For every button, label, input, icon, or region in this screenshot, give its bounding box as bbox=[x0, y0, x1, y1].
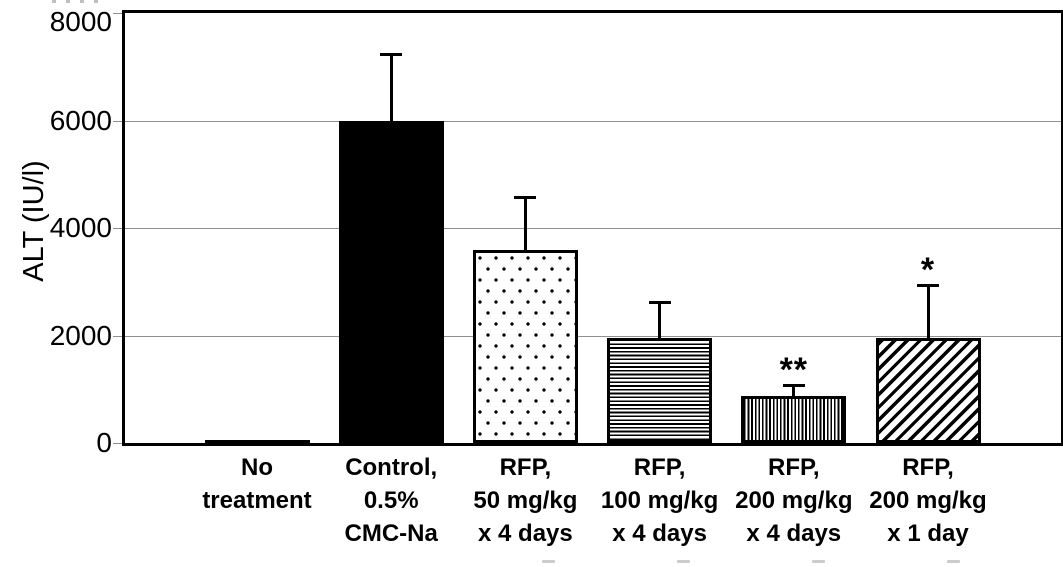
y-tick-mark-0 bbox=[113, 443, 122, 444]
error-bar-cap bbox=[380, 53, 403, 57]
gridline-6000 bbox=[125, 120, 1061, 122]
x-label-no-treatment: No treatment bbox=[202, 454, 312, 514]
x-label-rfp-200mgkg-4days: RFP, 200 mg/kg x 4 days bbox=[735, 454, 853, 547]
significance-marker-rfp-200mgkg-1day: * bbox=[920, 251, 936, 290]
error-bar-line bbox=[389, 53, 393, 122]
y-tick-mark-2000 bbox=[113, 335, 122, 337]
error-bar-line bbox=[523, 195, 527, 250]
error-bar-control-cmc-na bbox=[380, 53, 403, 122]
y-tick-label-6000: 6000 bbox=[49, 104, 112, 136]
y-tick-label-4000: 4000 bbox=[49, 212, 112, 243]
y-tick-mark-4000 bbox=[113, 228, 122, 229]
error-bar-cap bbox=[514, 195, 537, 199]
error-bar-rfp-50mgkg-4days bbox=[514, 195, 537, 250]
error-bar-cap bbox=[648, 300, 671, 304]
gridline-4000 bbox=[125, 228, 1061, 229]
gridline-2000 bbox=[125, 335, 1061, 337]
error-bar-line bbox=[926, 284, 930, 338]
y-tick-label-2000: 2000 bbox=[49, 319, 112, 351]
crop-artifact-top bbox=[52, 0, 104, 3]
crop-artifact bbox=[542, 560, 555, 563]
bar-rfp-200mgkg-1day bbox=[875, 337, 981, 443]
plot-area: ** * bbox=[122, 10, 1063, 446]
error-bar-rfp-100mgkg-4days bbox=[648, 300, 671, 338]
bar-rfp-100mgkg-4days bbox=[607, 337, 713, 443]
error-bar-cap bbox=[917, 284, 939, 288]
significance-marker-rfp-200mgkg-4days: ** bbox=[779, 350, 809, 389]
bar-rfp-200mgkg-4days bbox=[741, 396, 847, 443]
error-bar-rfp-200mgkg-4days bbox=[782, 383, 805, 397]
y-tick-mark-6000 bbox=[113, 120, 122, 122]
x-label-rfp-100mgkg-4days: RFP, 100 mg/kg x 4 days bbox=[600, 454, 719, 547]
crop-artifact bbox=[677, 560, 690, 563]
y-tick-mark-8000 bbox=[113, 13, 122, 14]
x-label-rfp-200mgkg-1day: RFP, 200 mg/kg x 1 day bbox=[869, 454, 987, 547]
y-tick-label-0: 0 bbox=[96, 427, 112, 458]
error-bar-line bbox=[792, 383, 796, 397]
x-label-control-cmc-na: Control, 0.5% CMC-Na bbox=[344, 454, 438, 547]
bar-rfp-50mgkg-4days bbox=[472, 249, 578, 443]
x-label-rfp-50mgkg-4days: RFP, 50 mg/kg x 4 days bbox=[473, 454, 578, 547]
crop-artifact bbox=[947, 560, 960, 563]
bar-control-cmc-na bbox=[338, 121, 444, 443]
y-tick-label-8000: 8000 bbox=[49, 6, 112, 37]
error-bar-line bbox=[658, 300, 662, 338]
bar-no-treatment bbox=[204, 440, 310, 443]
error-bar-rfp-200mgkg-1day bbox=[917, 284, 939, 338]
crop-artifact bbox=[812, 560, 825, 563]
error-bar-cap bbox=[782, 383, 805, 387]
